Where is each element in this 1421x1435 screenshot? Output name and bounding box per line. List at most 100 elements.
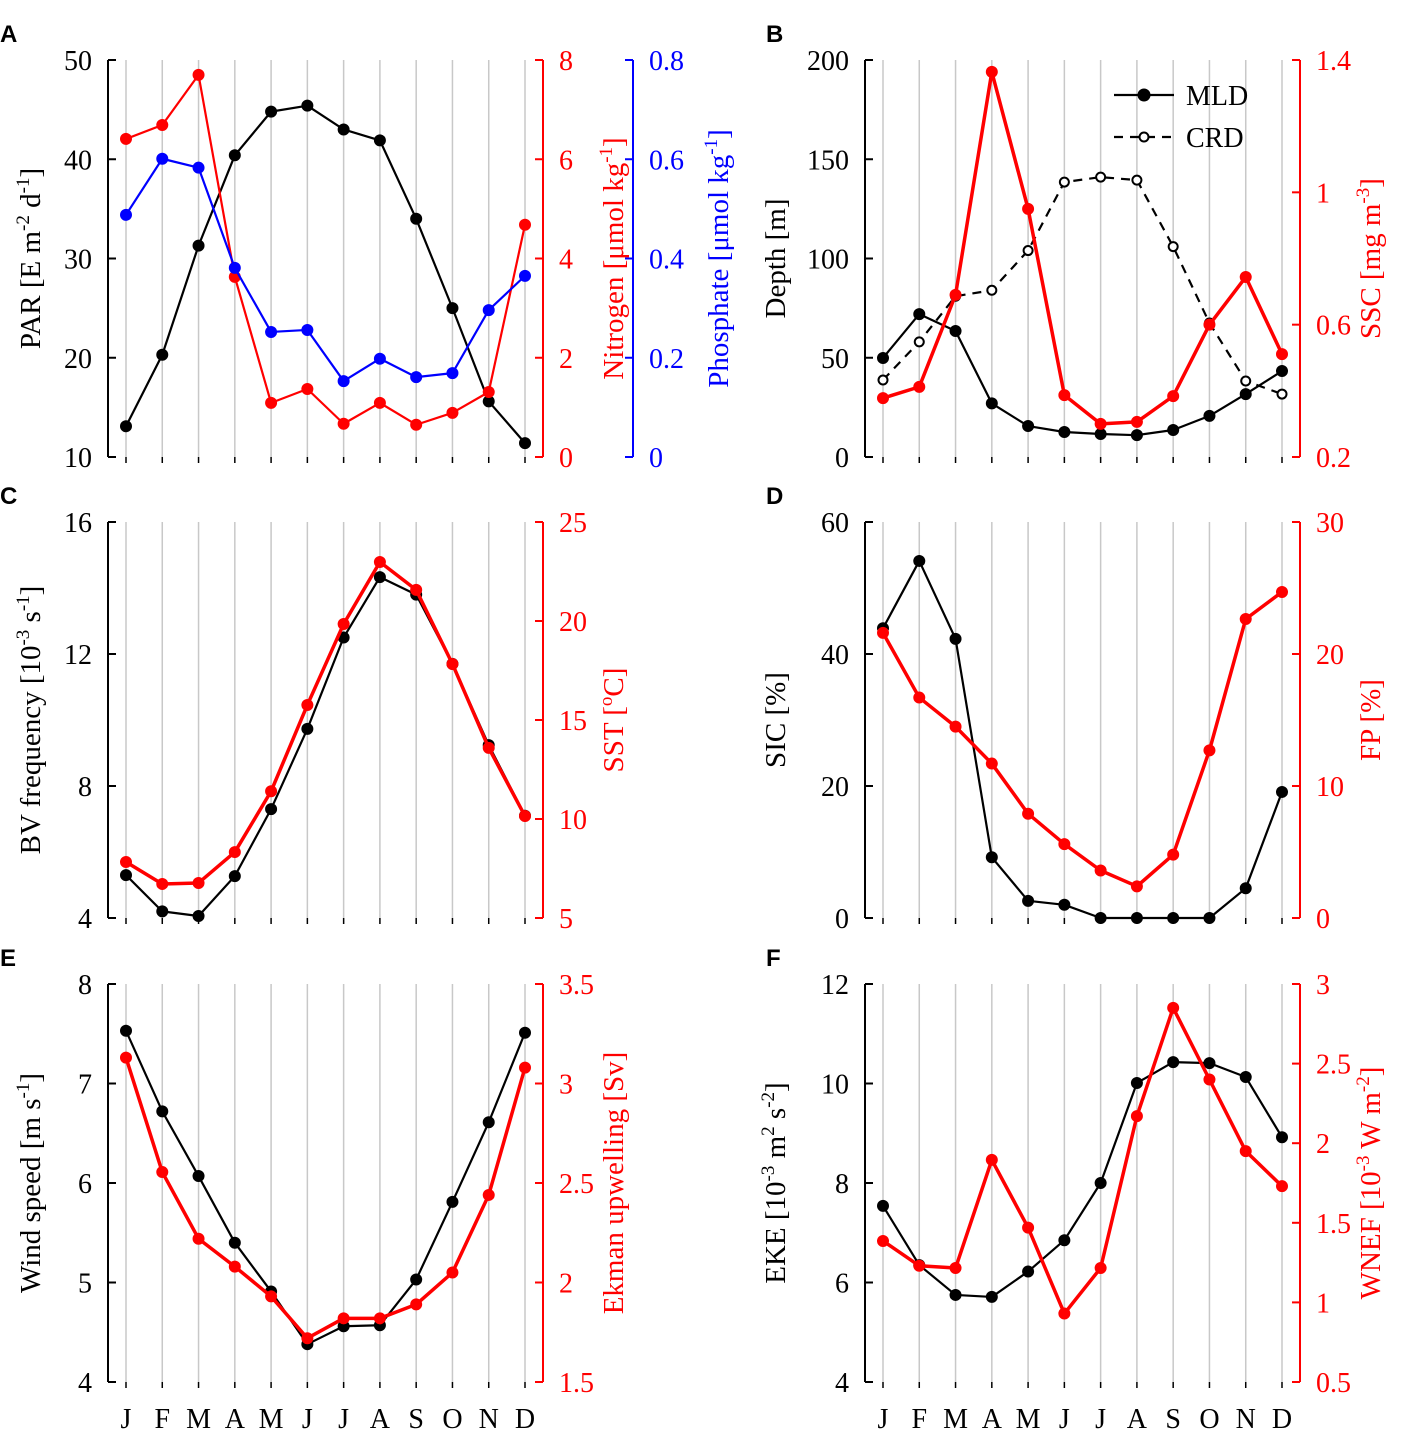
- y-tick-label: 0.2: [649, 344, 684, 375]
- data-point-phosphate: [228, 261, 241, 274]
- y-tick-label: 10: [559, 805, 587, 836]
- label-text: ]: [703, 129, 735, 139]
- label-superscript: o: [596, 697, 617, 707]
- label-superscript: -1: [13, 178, 34, 194]
- data-point-sic: [985, 851, 998, 864]
- y-tick-label: 4: [78, 904, 92, 935]
- series-line-wnef: [882, 1006, 1284, 1316]
- y-tick-label: 1.5: [559, 1368, 594, 1399]
- y-tick-label: 8: [78, 970, 92, 1001]
- y-axis-label: Depth [m]: [760, 199, 792, 319]
- data-point-sst: [120, 855, 132, 868]
- data-point-wind-speed: [410, 1273, 423, 1286]
- data-point-fp: [1058, 838, 1071, 851]
- data-point-bv-frequency: [265, 803, 278, 816]
- y-axis-label: Ekman upwelling [Sv]: [598, 1052, 630, 1315]
- y-tick-label: 0.4: [649, 245, 684, 276]
- data-point-fp: [949, 720, 962, 733]
- data-point-ekman-upwelling: [228, 1260, 241, 1273]
- y-tick-label: 12: [821, 970, 849, 1001]
- data-point-mld: [877, 351, 889, 364]
- data-point-nitrogen: [192, 68, 205, 81]
- data-point-crd: [1022, 245, 1034, 257]
- data-point-bv-frequency: [301, 722, 314, 735]
- label-text: Phosphate [μmol kg: [703, 155, 735, 388]
- data-point-mld: [913, 308, 926, 321]
- legend-marker: [1138, 131, 1150, 143]
- y-tick-label: 3: [559, 1070, 573, 1101]
- data-point-ssc: [1022, 202, 1035, 215]
- data-point-ekman-upwelling: [519, 1061, 531, 1074]
- data-point-fp: [1239, 613, 1252, 626]
- label-text: Wind speed [m s: [15, 1098, 47, 1293]
- label-text: SSC [mg m: [1355, 203, 1387, 339]
- data-point-wind-speed: [156, 1105, 169, 1118]
- panel-letter: B: [766, 21, 783, 48]
- label-text: ]: [1355, 1067, 1387, 1077]
- data-point-mld: [1058, 425, 1071, 438]
- y-tick-label: 4: [78, 1368, 92, 1399]
- series-line-wind-speed: [124, 1030, 527, 1346]
- y-tick-label: 10: [1316, 772, 1344, 803]
- panel-letter: C: [0, 483, 17, 510]
- y-axis-label: BV frequency [10-3 s-1]: [13, 586, 47, 855]
- data-point-eke: [1058, 1234, 1071, 1247]
- x-tick-label: O: [442, 1404, 462, 1435]
- x-tick-label: A: [225, 1404, 246, 1435]
- data-point-nitrogen: [120, 132, 132, 145]
- y-tick-label: 3.5: [559, 970, 594, 1001]
- data-point-nitrogen: [519, 218, 531, 231]
- data-point-bv-frequency: [373, 571, 386, 584]
- data-point-fp: [1130, 880, 1143, 893]
- y-axis-label: Nitrogen [μmol kg-1]: [596, 137, 630, 379]
- data-point-sic: [1130, 912, 1143, 924]
- data-point-mld: [1130, 429, 1143, 442]
- data-point-sic: [1276, 785, 1288, 798]
- data-point-fp: [1094, 864, 1107, 877]
- label-superscript: -1: [596, 147, 617, 163]
- label-text: m: [760, 1135, 792, 1165]
- y-tick-label: 20: [559, 607, 587, 638]
- data-point-sst: [192, 876, 205, 889]
- data-point-phosphate: [410, 371, 423, 384]
- y-tick-label: 40: [64, 145, 92, 176]
- data-point-par: [337, 123, 350, 136]
- y-tick-label: 150: [807, 145, 849, 176]
- data-point-ssc: [1239, 271, 1252, 284]
- y-tick-label: 15: [559, 706, 587, 737]
- y-tick-label: 0.8: [649, 46, 684, 77]
- data-point-sst: [519, 810, 531, 823]
- legend-entry: MLD: [1186, 81, 1248, 112]
- data-point-par: [156, 348, 169, 361]
- data-point-eke: [1167, 1056, 1180, 1069]
- x-tick-label: J: [302, 1404, 313, 1435]
- y-tick-label: 0: [1316, 904, 1330, 935]
- y-tick-label: 5: [78, 1269, 92, 1300]
- series-line-ssc: [882, 70, 1284, 426]
- data-point-par: [446, 302, 459, 315]
- data-point-nitrogen: [337, 417, 350, 430]
- label-superscript: 2: [758, 1126, 779, 1136]
- data-point-ssc: [1167, 390, 1180, 403]
- data-point-wnef: [1094, 1262, 1107, 1275]
- data-point-sst: [410, 583, 423, 596]
- data-point-mld: [1022, 420, 1035, 433]
- y-tick-label: 8: [78, 772, 92, 803]
- data-point-ssc: [1058, 389, 1071, 402]
- y-tick-label: 10: [821, 1070, 849, 1101]
- y-tick-label: 3: [1316, 970, 1330, 1001]
- data-point-nitrogen: [156, 119, 169, 132]
- data-point-fp: [1167, 848, 1180, 861]
- data-point-wind-speed: [228, 1236, 241, 1249]
- data-point-ekman-upwelling: [156, 1166, 169, 1179]
- data-point-ssc: [1130, 415, 1143, 428]
- data-point-phosphate: [156, 152, 169, 165]
- x-tick-label: A: [370, 1404, 391, 1435]
- panel-letter: D: [766, 483, 783, 510]
- label-text: FP [%]: [1355, 679, 1387, 761]
- data-point-mld: [1094, 427, 1107, 440]
- data-point-sst: [446, 657, 459, 670]
- data-point-par: [373, 134, 386, 147]
- data-point-wind-speed: [446, 1195, 459, 1208]
